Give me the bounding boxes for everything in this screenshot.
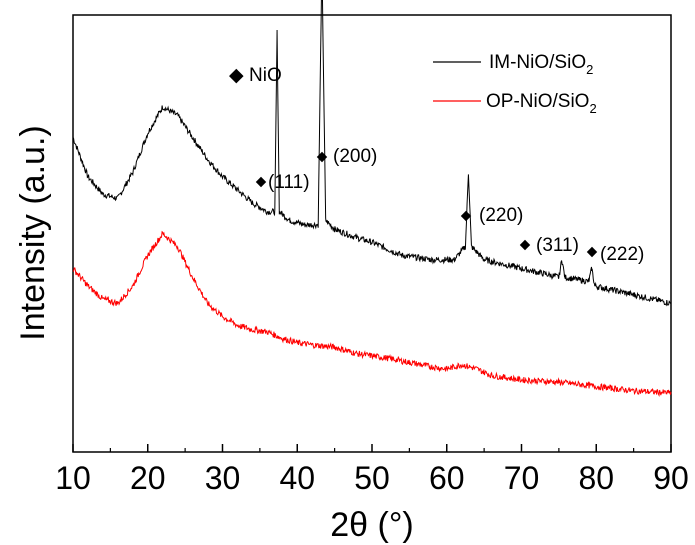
nio-legend-label: NiO xyxy=(249,65,282,86)
peak-annotations: (111) (200) (220) (311) (222) xyxy=(255,146,644,265)
peak-label: (200) xyxy=(333,146,377,167)
peak-label: (222) xyxy=(600,244,644,265)
legend-label-main: IM-NiO/SiO xyxy=(489,52,586,73)
peak-diamond-icon xyxy=(255,176,267,188)
nio-legend-diamond-icon: ◆ xyxy=(229,65,244,86)
x-tick-label: 40 xyxy=(279,460,315,496)
x-tick-labels: 10 20 30 40 50 60 70 80 90 xyxy=(55,460,689,496)
peak-diamond-icon xyxy=(316,151,328,163)
legend-label-main: OP-NiO/SiO xyxy=(486,91,589,112)
legend-label-op: OP-NiO/SiO2 xyxy=(486,91,597,116)
peak-diamond-icon xyxy=(519,239,531,251)
peak-label: (220) xyxy=(479,205,523,226)
x-tick-marks xyxy=(72,444,672,452)
legend-label-subscript: 2 xyxy=(586,62,593,77)
nio-marker-legend: ◆ NiO xyxy=(229,65,282,86)
series-line-op xyxy=(72,230,672,398)
legend-label-subscript: 2 xyxy=(589,101,596,116)
x-tick-label: 20 xyxy=(130,460,166,496)
x-tick-label: 80 xyxy=(578,460,614,496)
series-line-im xyxy=(72,0,672,307)
series-layer xyxy=(72,0,672,398)
peak-label: (311) xyxy=(536,235,579,256)
peak-diamond-icon xyxy=(460,210,472,222)
peak-diamond-icon xyxy=(586,246,598,258)
x-tick-label: 30 xyxy=(205,460,241,496)
x-tick-label: 70 xyxy=(504,460,540,496)
x-axis-title: 2θ (°) xyxy=(330,506,414,544)
y-axis-title: Intensity (a.u.) xyxy=(14,125,52,340)
x-tick-label: 10 xyxy=(55,460,91,496)
x-tick-label: 90 xyxy=(653,460,689,496)
legend-label-im: IM-NiO/SiO2 xyxy=(489,52,593,77)
x-tick-label: 60 xyxy=(429,460,465,496)
peak-label: (111) xyxy=(268,172,310,193)
x-tick-label: 50 xyxy=(354,460,390,496)
